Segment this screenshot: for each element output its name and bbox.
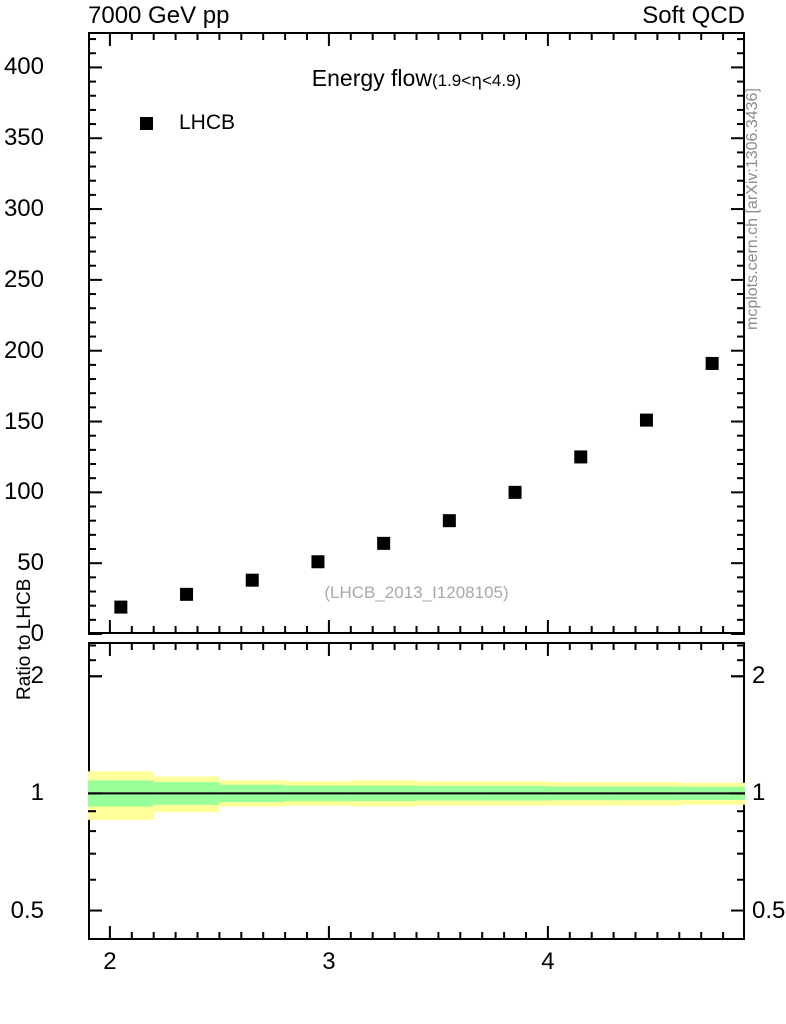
y-tick-label-200: 200 <box>3 336 44 364</box>
y-tick-label-0: 0 <box>30 620 44 647</box>
analysis-id-watermark: (LHCB_2013_I1208105) <box>324 583 509 602</box>
plot-title-range-prefix: (1.9< <box>431 71 472 90</box>
legend-label-lhcb: LHCB <box>179 111 236 134</box>
ratio-y-tick-label-left-1: 1 <box>30 779 44 807</box>
y-tick-label-350: 350 <box>3 124 44 152</box>
y-tick-label-400: 400 <box>3 53 44 81</box>
ratio-y-tick-label-left-0.5: 0.5 <box>10 896 44 924</box>
eta-symbol: η <box>471 71 482 91</box>
ratio-y-tick-label-right-2: 2 <box>752 662 766 690</box>
y-tick-label-50: 50 <box>17 549 44 577</box>
y-tick-label-150: 150 <box>3 407 44 435</box>
page-title: Energy flow(1.9<η<4.9) <box>88 64 745 95</box>
x-tick-label-2: 2 <box>103 948 117 975</box>
legend: LHCB <box>140 110 235 136</box>
mcplots-watermark: mcplots.cern.ch [arXiv:1306.3436] <box>744 88 761 330</box>
y-tick-label-250: 250 <box>3 265 44 293</box>
x-tick-label-3: 3 <box>322 948 336 975</box>
legend-marker-lhcb-icon <box>140 116 153 130</box>
ratio-y-tick-label-right-0.5: 0.5 <box>752 896 786 924</box>
y-tick-label-100: 100 <box>3 478 44 506</box>
ratio-y-tick-label-left-2: 2 <box>30 662 44 690</box>
x-tick-label-4: 4 <box>541 948 555 975</box>
main-plot-panel <box>88 32 745 634</box>
header-process-label: Soft QCD <box>642 2 745 29</box>
header-beam-label: 7000 GeV pp <box>88 2 230 29</box>
ratio-y-tick-label-right-1: 1 <box>752 779 766 807</box>
plot-title-range-suffix: <4.9) <box>481 71 522 90</box>
y-tick-label-300: 300 <box>3 195 44 223</box>
ratio-plot-panel <box>88 642 745 940</box>
plot-title-main: Energy flow <box>311 65 432 91</box>
